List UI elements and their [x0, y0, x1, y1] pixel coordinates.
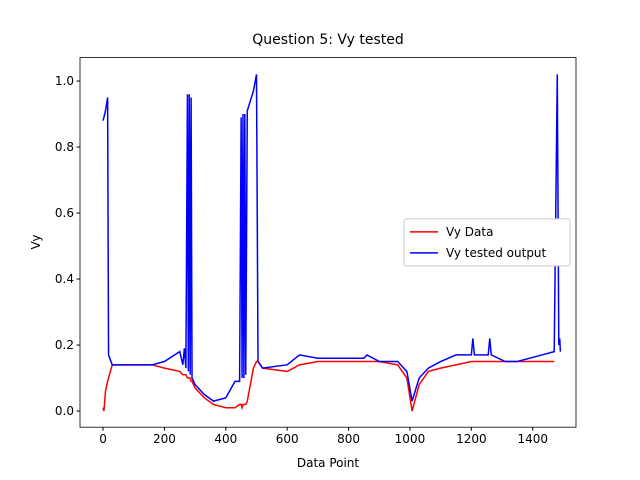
x-axis-label: Data Point — [297, 456, 360, 470]
x-tick-label: 400 — [214, 432, 237, 446]
y-tick-label: 0.0 — [55, 404, 74, 418]
x-tick-label: 800 — [337, 432, 360, 446]
axes-frame — [79, 57, 577, 428]
y-tick-label: 0.4 — [55, 272, 74, 286]
chart-title: Question 5: Vy tested — [252, 32, 403, 48]
legend-box — [403, 218, 571, 267]
x-tick-label: 1000 — [395, 432, 426, 446]
y-axis-label: Vy — [29, 235, 43, 250]
x-tick-label: 1400 — [517, 432, 548, 446]
series-line — [102, 74, 562, 402]
y-tick-label: 0.6 — [55, 206, 74, 220]
x-tick-label: 200 — [153, 432, 176, 446]
legend-label: Vy Data — [446, 225, 493, 239]
x-tick-label: 600 — [276, 432, 299, 446]
y-tick-label: 1.0 — [55, 74, 74, 88]
y-tick-label: 0.8 — [55, 140, 74, 154]
series-line — [102, 360, 555, 412]
x-tick-label: 1200 — [456, 432, 487, 446]
legend-label: Vy tested output — [446, 246, 547, 260]
x-tick-label: 0 — [99, 432, 107, 446]
y-tick-label: 0.2 — [55, 338, 74, 352]
